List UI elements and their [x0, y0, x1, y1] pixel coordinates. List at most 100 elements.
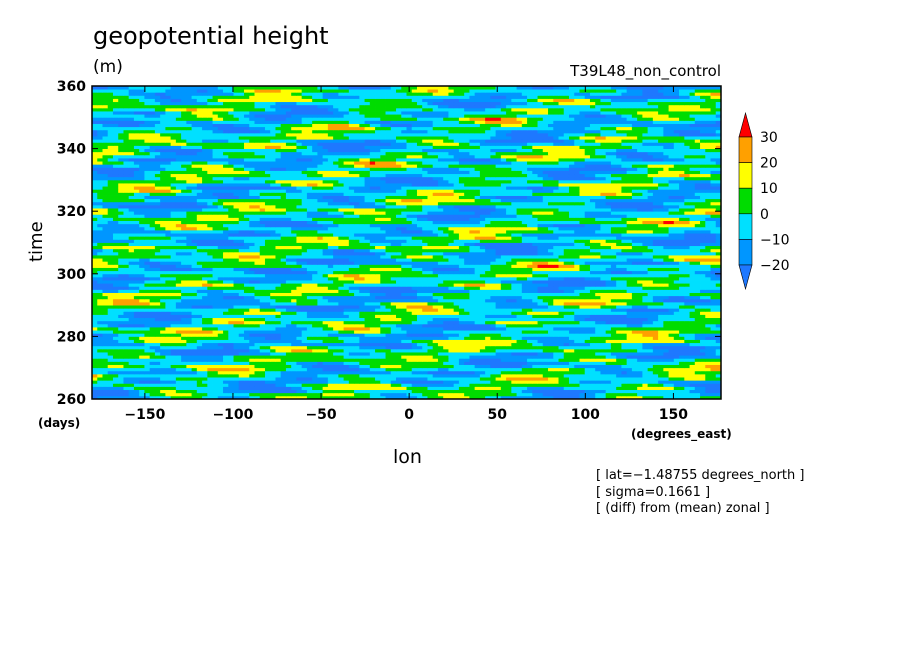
heatmap-cell: [673, 348, 680, 353]
heatmap-cell: [107, 352, 114, 356]
heatmap-cell: [642, 355, 649, 359]
heatmap-cell: [458, 355, 465, 359]
heatmap-cell: [149, 342, 156, 347]
heatmap-cell: [375, 377, 381, 381]
heatmap-cell: [563, 361, 570, 365]
heatmap-cell: [317, 320, 324, 325]
heatmap-cell: [390, 320, 397, 325]
heatmap-cell: [469, 373, 476, 378]
heatmap-cell: [175, 283, 182, 287]
heatmap-cell: [621, 367, 628, 372]
heatmap-cell: [133, 323, 140, 328]
heatmap-cell: [626, 386, 633, 391]
heatmap-cell: [553, 276, 559, 281]
heatmap-cell: [700, 305, 706, 309]
heatmap-cell: [112, 358, 119, 362]
heatmap-cell: [642, 280, 649, 284]
heatmap-cell: [427, 355, 434, 359]
heatmap-cell: [563, 305, 570, 309]
heatmap-cell: [359, 270, 365, 275]
heatmap-cell: [301, 392, 308, 397]
heatmap-cell: [605, 270, 612, 275]
heatmap-cell: [537, 314, 544, 319]
heatmap-cell: [422, 361, 428, 365]
heatmap-cell: [264, 358, 271, 362]
heatmap-cell: [102, 295, 109, 300]
heatmap-cell: [689, 348, 696, 353]
heatmap-cell: [411, 395, 418, 400]
heatmap-cell: [322, 336, 329, 340]
heatmap-cell: [542, 383, 549, 387]
heatmap-cell: [548, 386, 554, 391]
heatmap-cell: [679, 276, 685, 281]
heatmap-cell: [563, 327, 570, 331]
heatmap-cell: [584, 333, 591, 337]
heatmap-cell: [149, 320, 156, 325]
heatmap-cell: [202, 301, 208, 306]
heatmap-cell: [422, 305, 428, 309]
heatmap-cell: [715, 286, 722, 290]
heatmap-cell: [223, 327, 229, 331]
heatmap-cell: [244, 333, 250, 337]
heatmap-cell: [637, 355, 643, 359]
heatmap-cell: [223, 358, 229, 362]
heatmap-cell: [123, 348, 130, 353]
heatmap-cell: [322, 289, 329, 293]
heatmap-cell: [259, 289, 266, 293]
heatmap-cell: [658, 317, 664, 322]
heatmap-cell: [385, 358, 392, 362]
heatmap-cell: [626, 364, 633, 369]
heatmap-cell: [705, 370, 711, 375]
heatmap-cell: [133, 339, 140, 344]
heatmap-cell: [443, 389, 449, 394]
heatmap-cell: [715, 292, 722, 297]
heatmap-cell: [149, 276, 156, 281]
heatmap-cell: [312, 364, 318, 369]
heatmap-cell: [490, 370, 497, 375]
heatmap-cell: [453, 327, 460, 331]
heatmap-cell: [589, 358, 596, 362]
heatmap-cell: [390, 292, 397, 297]
heatmap-cell: [191, 383, 198, 387]
heatmap-cell: [621, 395, 628, 400]
heatmap-cell: [396, 327, 402, 331]
heatmap-cell: [322, 292, 329, 297]
heatmap-cell: [280, 267, 287, 272]
heatmap-cell: [705, 323, 711, 328]
heatmap-cell: [679, 367, 685, 372]
heatmap-cell: [527, 283, 533, 287]
heatmap-cell: [385, 395, 392, 400]
heatmap-cell: [500, 367, 507, 372]
heatmap-cell: [700, 317, 706, 322]
heatmap-cell: [652, 386, 659, 391]
heatmap-cell: [673, 336, 680, 340]
heatmap-cell: [343, 301, 350, 306]
heatmap-cell: [149, 339, 156, 344]
heatmap-cell: [626, 358, 633, 362]
heatmap-cell: [375, 311, 381, 315]
heatmap-cell: [558, 380, 565, 384]
heatmap-cell: [359, 380, 365, 384]
heatmap-cell: [411, 373, 418, 378]
heatmap-cell: [401, 308, 407, 312]
heatmap-cell: [700, 367, 706, 372]
heatmap-cell: [542, 289, 549, 293]
heatmap-cell: [338, 298, 344, 303]
heatmap-cell: [254, 336, 261, 340]
heatmap-cell: [469, 327, 476, 331]
heatmap-cell: [327, 367, 334, 372]
heatmap-cell: [401, 348, 407, 353]
heatmap-cell: [679, 311, 685, 315]
heatmap-cell: [548, 383, 554, 387]
heatmap-cell: [506, 361, 512, 365]
heatmap-cell: [244, 295, 250, 300]
heatmap-cell: [595, 367, 601, 372]
heatmap-cell: [264, 311, 271, 315]
heatmap-cell: [479, 377, 486, 381]
heatmap-cell: [196, 348, 203, 353]
heatmap-cell: [673, 301, 680, 306]
heatmap-cell: [92, 377, 98, 381]
heatmap-cell: [217, 345, 224, 350]
heatmap-cell: [306, 361, 313, 365]
heatmap-cell: [516, 333, 523, 337]
